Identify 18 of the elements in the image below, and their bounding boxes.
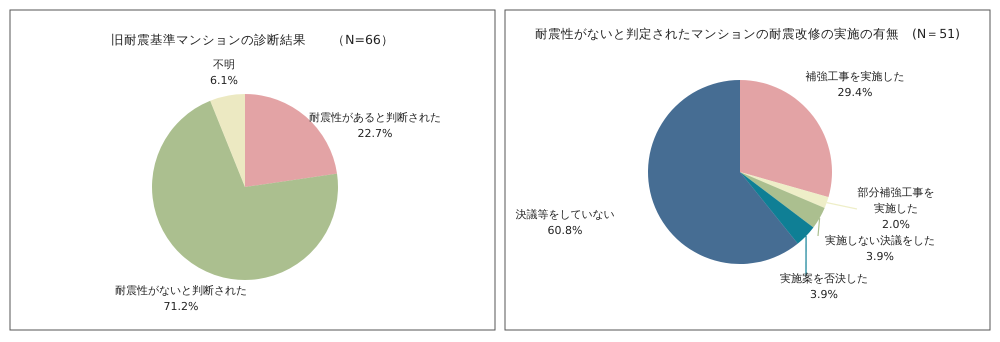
slice-label: 決議等をしていない	[516, 208, 614, 221]
data-label: 3.9%	[866, 250, 894, 263]
data-label: 6.1%	[210, 74, 238, 87]
data-label: 29.4%	[838, 86, 872, 99]
slice-label: 耐震性があると判断された	[309, 111, 441, 124]
data-label: 3.9%	[810, 288, 838, 301]
slice-label: 部分補強工事を実施した	[858, 186, 934, 215]
slice-label: 補強工事を実施した	[806, 70, 904, 83]
slice-label: 耐震性がないと判断された	[115, 284, 247, 297]
chart-title: 旧耐震基準マンションの診断結果 （N=66）	[111, 32, 394, 47]
data-label: 2.0%	[882, 218, 910, 231]
data-label: 22.7%	[358, 127, 392, 140]
slice-label: 実施案を否決した	[780, 272, 868, 285]
data-label: 71.2%	[164, 300, 198, 313]
slice-label: 実施しない決議をした	[825, 234, 935, 247]
chart-title: 耐震性がないと判定されたマンションの耐震改修の実施の有無 (N＝51)	[534, 26, 960, 41]
slice-label: 不明	[213, 58, 235, 71]
data-label: 60.8%	[548, 224, 582, 237]
